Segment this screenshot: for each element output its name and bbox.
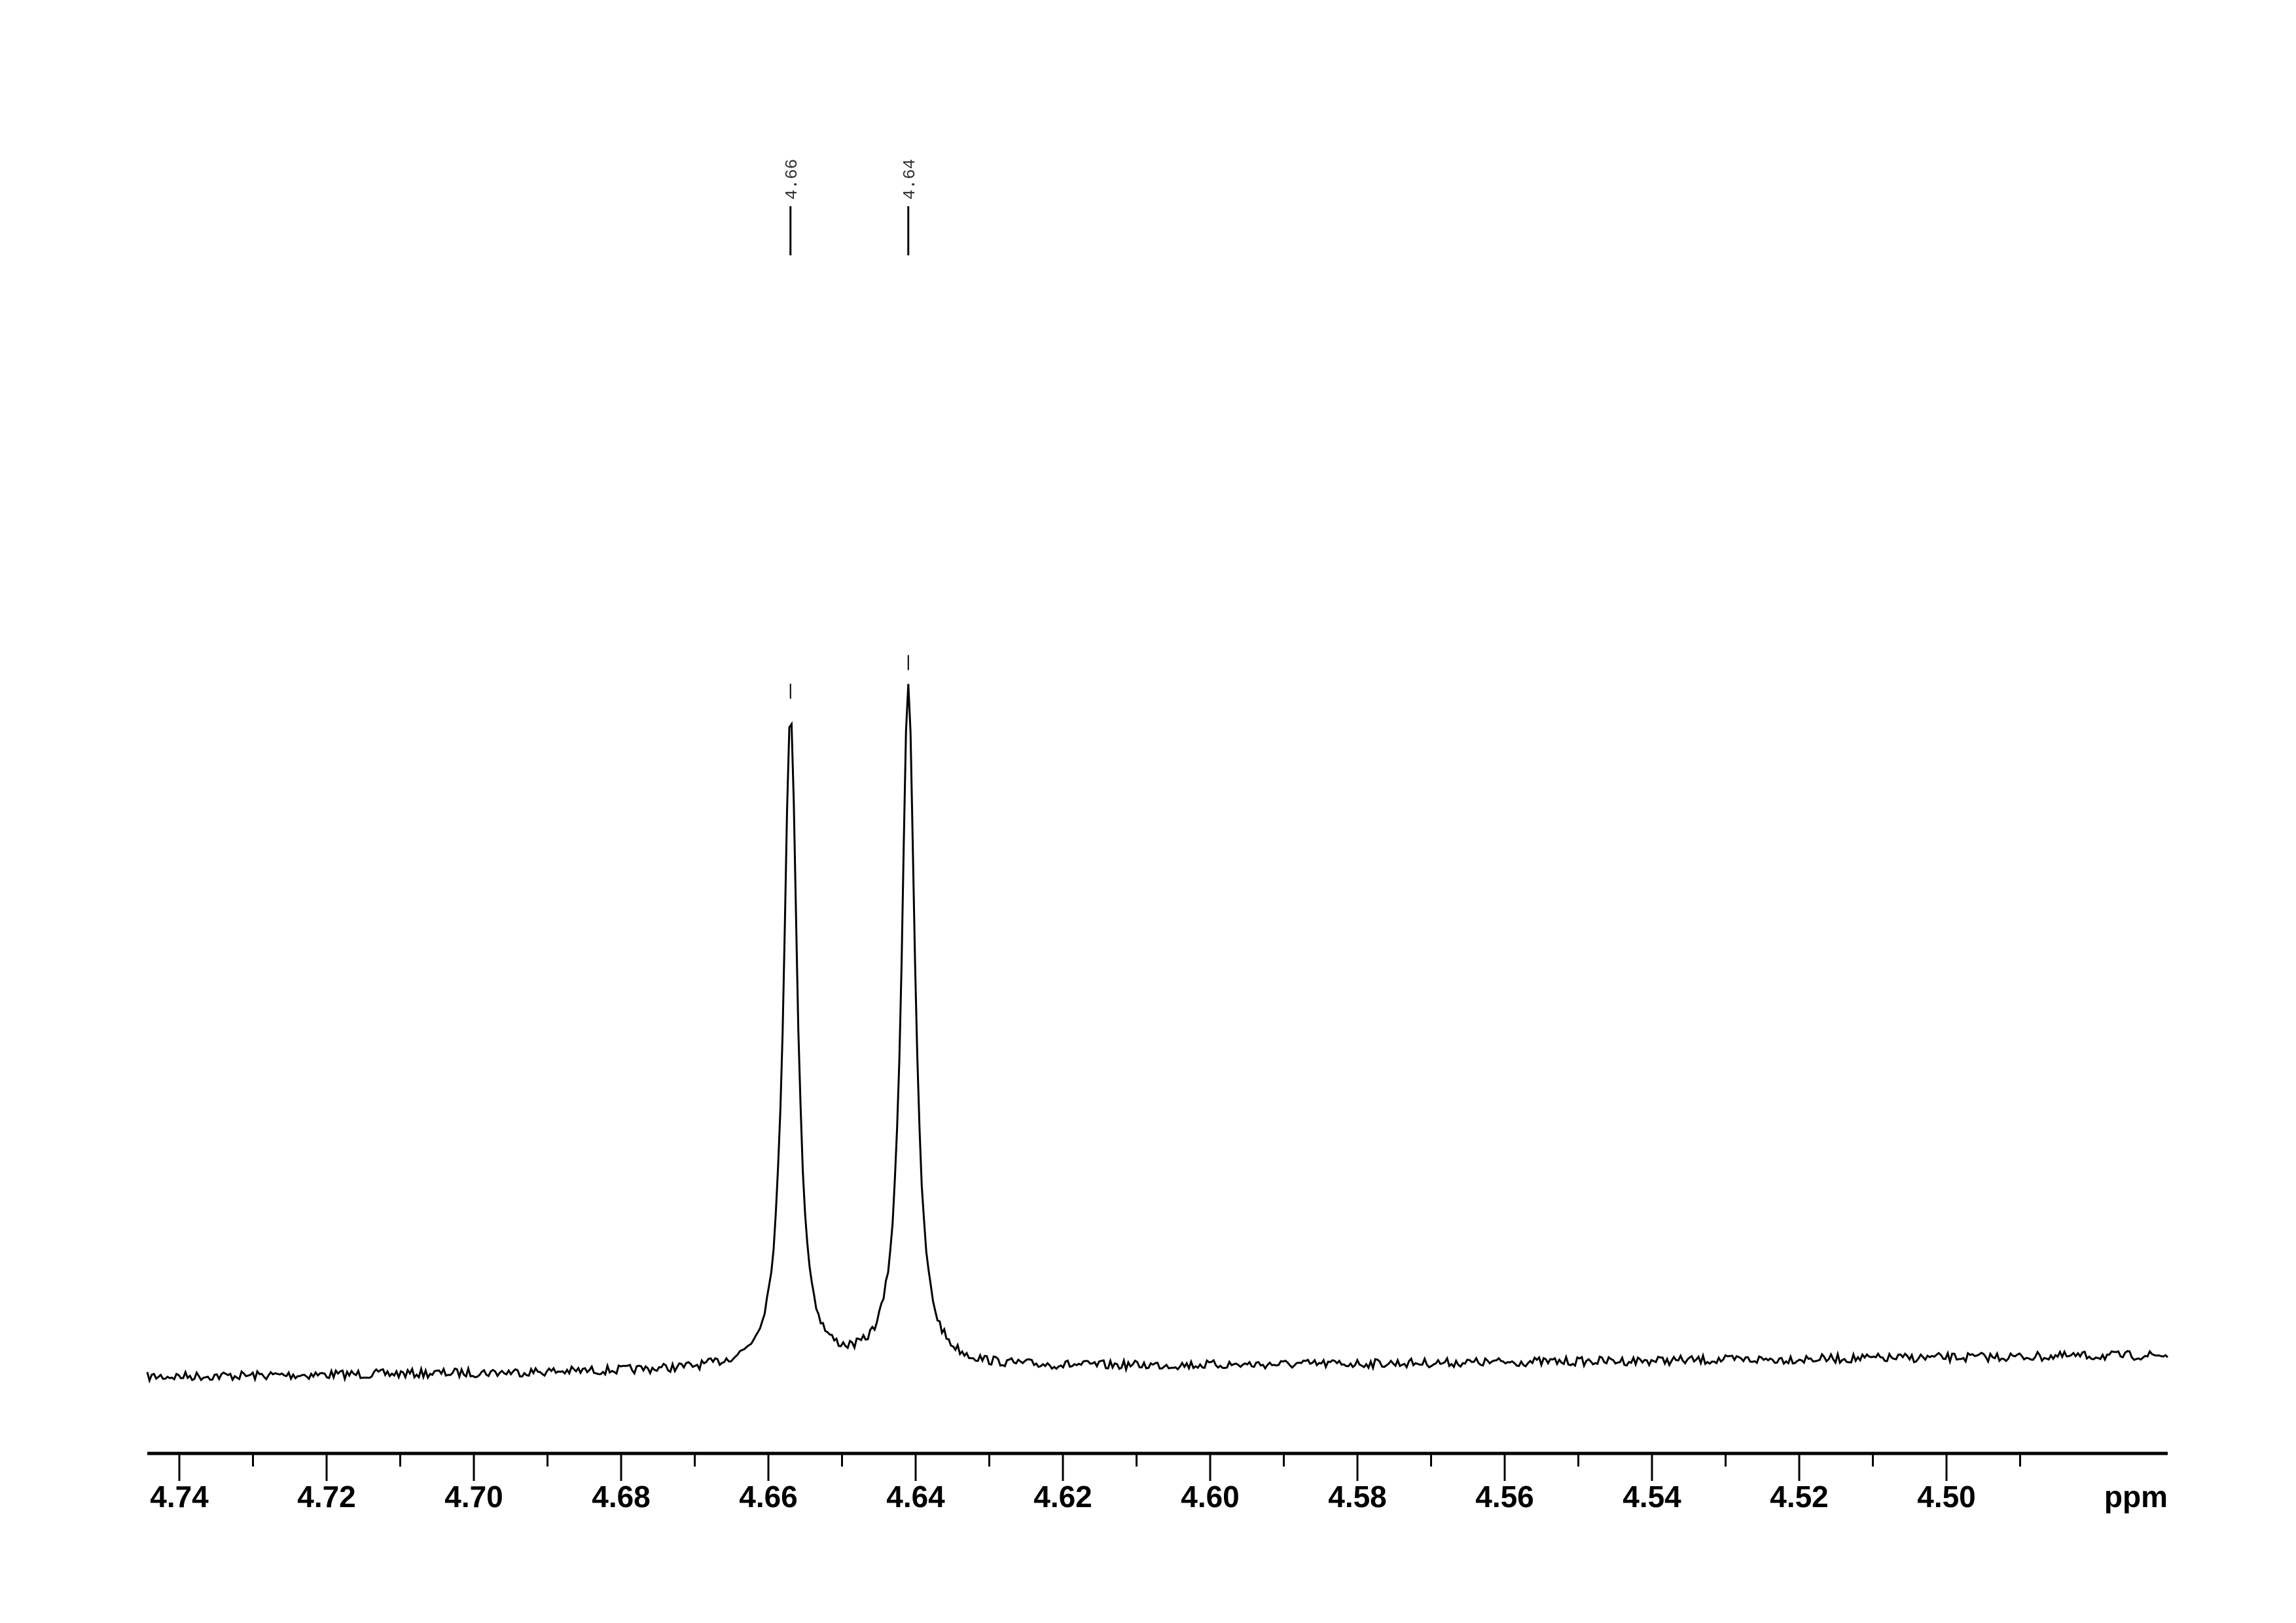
x-tick-label: 4.50 bbox=[1917, 1480, 1976, 1514]
x-tick-label: 4.66 bbox=[739, 1480, 798, 1514]
spectrum-line bbox=[146, 684, 2169, 1384]
x-tick-label: 4.58 bbox=[1328, 1480, 1387, 1514]
x-tick-label: 4.54 bbox=[1623, 1480, 1681, 1514]
x-tick-label: 4.52 bbox=[1770, 1480, 1829, 1514]
x-tick-label: 4.70 bbox=[444, 1480, 503, 1514]
x-tick-label: 4.56 bbox=[1475, 1480, 1534, 1514]
x-tick-label: 4.62 bbox=[1033, 1480, 1092, 1514]
x-tick-label: 4.68 bbox=[592, 1480, 651, 1514]
x-tick-label: 4.64 bbox=[886, 1480, 945, 1514]
peak-label: 4.64 bbox=[900, 159, 920, 200]
peak-label: 4.66 bbox=[782, 159, 802, 200]
x-tick-label: 4.74 bbox=[150, 1480, 209, 1514]
x-axis-unit-label: ppm bbox=[2104, 1480, 2168, 1514]
x-tick-label: 4.60 bbox=[1181, 1480, 1240, 1514]
x-tick-label: 4.72 bbox=[297, 1480, 356, 1514]
